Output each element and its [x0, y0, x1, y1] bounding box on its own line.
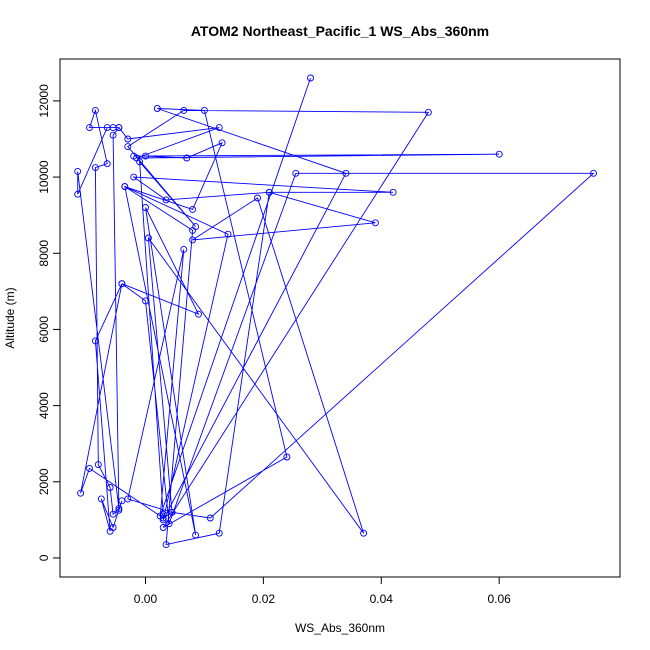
data-point — [590, 169, 597, 177]
data-point — [192, 223, 200, 231]
series-line — [77, 77, 595, 546]
data-point — [77, 489, 85, 497]
y-tick-label: 6000 — [37, 316, 51, 343]
data-point — [109, 131, 117, 139]
data-point — [168, 508, 176, 516]
data-point — [91, 106, 99, 114]
data-point — [124, 495, 132, 503]
data-point — [106, 484, 114, 491]
data-point — [130, 152, 138, 160]
series-lines — [77, 77, 595, 546]
data-point — [192, 531, 200, 539]
y-axis-label: Altitude (m) — [3, 287, 17, 348]
data-point — [94, 461, 102, 469]
data-point — [215, 529, 223, 537]
data-point — [183, 154, 191, 162]
y-tick-label: 12000 — [37, 84, 51, 118]
data-point — [495, 150, 503, 158]
data-point — [265, 188, 273, 196]
data-point — [86, 464, 93, 472]
data-point — [97, 495, 105, 503]
data-point — [159, 514, 167, 522]
data-point — [91, 337, 99, 345]
y-axis: 0 2000 4000 6000 8000 10000 12000 — [37, 84, 60, 561]
data-point — [91, 164, 99, 172]
data-point — [74, 167, 82, 175]
data-point — [389, 188, 397, 196]
data-point — [342, 169, 350, 177]
data-point — [307, 74, 314, 82]
data-point — [121, 183, 129, 191]
data-point — [142, 152, 149, 160]
data-point — [195, 310, 202, 318]
data-point — [118, 497, 126, 505]
x-tick-label: 0.02 — [252, 592, 276, 606]
data-point — [124, 143, 132, 151]
y-tick-label: 0 — [37, 554, 51, 561]
x-tick-label: 0.04 — [370, 592, 394, 606]
data-point — [424, 108, 432, 116]
data-point — [180, 106, 188, 114]
data-point — [115, 506, 123, 514]
data-point — [136, 158, 144, 166]
data-point — [115, 124, 123, 132]
data-point — [218, 139, 226, 147]
x-tick-label: 0.00 — [134, 592, 158, 606]
data-point — [224, 230, 232, 238]
data-point — [180, 245, 188, 253]
data-point — [130, 173, 138, 181]
data-point — [200, 106, 208, 114]
data-point — [118, 280, 126, 288]
data-point — [144, 234, 152, 242]
data-point — [109, 524, 117, 531]
y-tick-label: 10000 — [37, 160, 51, 194]
data-point — [360, 529, 368, 537]
data-point — [142, 204, 149, 211]
chart-title: ATOM2 Northeast_Pacific_1 WS_Abs_360nm — [191, 23, 489, 39]
x-axis: 0.00 0.02 0.04 0.06 — [134, 577, 511, 606]
data-point — [292, 169, 300, 177]
data-point — [142, 297, 149, 305]
data-point — [124, 135, 132, 143]
series-points — [74, 74, 597, 549]
y-tick-label: 8000 — [37, 240, 51, 267]
data-point — [206, 514, 214, 522]
data-point — [86, 124, 93, 132]
data-point — [189, 205, 197, 213]
data-point — [109, 510, 117, 518]
data-point — [189, 236, 197, 244]
x-axis-label: WS_Abs_360nm — [295, 621, 385, 635]
data-point — [153, 105, 161, 112]
data-point — [74, 190, 82, 198]
data-point — [103, 160, 111, 168]
data-point — [159, 524, 167, 531]
data-point — [162, 541, 170, 549]
y-tick-label: 4000 — [37, 392, 51, 419]
data-point — [254, 194, 261, 202]
data-point — [115, 504, 123, 512]
data-point — [283, 453, 291, 461]
plot-frame — [59, 58, 621, 578]
data-point — [162, 196, 170, 204]
data-point — [215, 124, 223, 132]
data-point — [159, 510, 167, 518]
y-tick-label: 2000 — [37, 468, 51, 495]
data-point — [371, 219, 379, 227]
x-tick-label: 0.06 — [487, 592, 511, 606]
data-point — [165, 520, 173, 528]
